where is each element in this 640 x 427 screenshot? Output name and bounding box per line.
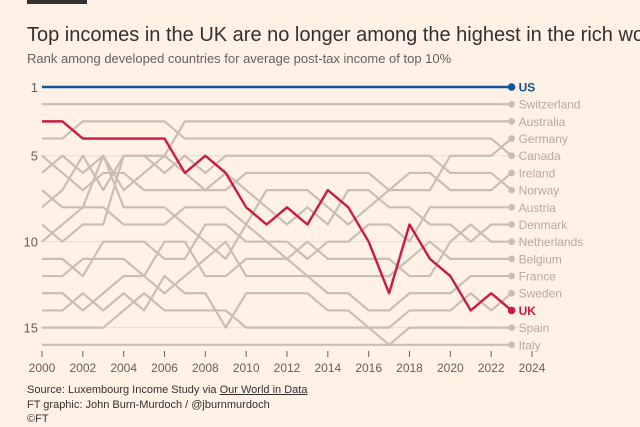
end-point-uk — [507, 306, 516, 315]
series-label-netherlands: Netherlands — [519, 235, 584, 249]
end-point-italy — [508, 341, 515, 349]
end-point-france — [508, 272, 515, 280]
end-point-us — [507, 83, 516, 91]
series-line-belgium — [42, 240, 512, 295]
x-tick-label: 2008 — [192, 361, 219, 375]
series-label-sweden: Sweden — [519, 287, 562, 301]
x-tick-label: 2000 — [29, 361, 56, 375]
series-label-italy: Italy — [519, 338, 541, 352]
series-label-ireland: Ireland — [519, 166, 556, 180]
x-tick-label: 2024 — [519, 361, 546, 375]
series-label-norway: Norway — [519, 184, 560, 198]
copyright: ©FT — [27, 413, 49, 425]
end-point-canada — [508, 152, 515, 160]
x-tick-label: 2014 — [314, 361, 341, 375]
series-line-denmark — [41, 154, 512, 243]
ft-brand-bar — [27, 0, 87, 4]
x-tick-label: 2016 — [355, 361, 382, 375]
x-tick-label: 2004 — [110, 361, 137, 375]
series-label-austria: Austria — [519, 201, 557, 215]
series-line-austria — [41, 189, 512, 260]
x-tick-label: 2006 — [151, 361, 178, 375]
series-label-switzerland: Switzerland — [519, 98, 581, 112]
source-link[interactable]: Our World in Data — [219, 384, 308, 396]
chart-title: Top incomes in the UK are no longer amon… — [27, 24, 640, 46]
series-line-ireland — [41, 154, 513, 260]
series-label-spain: Spain — [519, 321, 550, 335]
series-label-canada: Canada — [519, 149, 561, 163]
series-line-germany — [41, 137, 513, 192]
series-line-australia — [41, 120, 512, 192]
series-label-uk: UK — [519, 304, 537, 318]
end-point-austria — [508, 203, 515, 211]
series-line-canada — [42, 120, 513, 157]
series-line-france — [42, 240, 512, 312]
x-tick-label: 2012 — [274, 361, 301, 375]
source-line: Source: Luxembourg Income Study via Our … — [27, 384, 307, 396]
x-tick-label: 2002 — [69, 361, 96, 375]
end-point-belgium — [508, 255, 515, 263]
series-label-belgium: Belgium — [519, 252, 562, 266]
series-line-norway — [41, 154, 513, 209]
series-label-denmark: Denmark — [519, 218, 569, 232]
series-line-uk — [42, 120, 513, 312]
end-point-denmark — [508, 221, 515, 228]
chart-subtitle: Rank among developed countries for avera… — [27, 51, 452, 66]
end-point-spain — [508, 324, 515, 332]
end-point-australia — [508, 117, 515, 125]
y-tick-label: 1 — [31, 80, 38, 95]
x-tick-label: 2020 — [437, 361, 464, 375]
x-tick-label: 2010 — [233, 361, 260, 375]
y-tick-label: 15 — [24, 321, 38, 336]
series-line-spain — [42, 292, 512, 346]
series-label-france: France — [519, 270, 557, 284]
end-point-sweden — [508, 289, 515, 297]
series-label-germany: Germany — [519, 132, 568, 146]
end-point-norway — [508, 186, 515, 194]
series-line-netherlands — [42, 223, 512, 278]
x-tick-label: 2022 — [478, 361, 505, 375]
y-tick-label: 5 — [31, 149, 38, 164]
x-tick-label: 2018 — [396, 361, 423, 375]
source-prefix: Source: Luxembourg Income Study via — [27, 384, 220, 396]
end-point-germany — [508, 135, 515, 142]
end-point-netherlands — [508, 238, 515, 246]
credit-line: FT graphic: John Burn-Murdoch / @jburnmu… — [27, 399, 270, 411]
series-label-us: US — [519, 81, 536, 95]
y-tick-label: 10 — [24, 235, 38, 250]
series-line-sweden — [42, 274, 513, 329]
end-point-switzerland — [508, 100, 515, 108]
series-label-australia: Australia — [519, 115, 566, 129]
end-point-ireland — [508, 169, 515, 177]
